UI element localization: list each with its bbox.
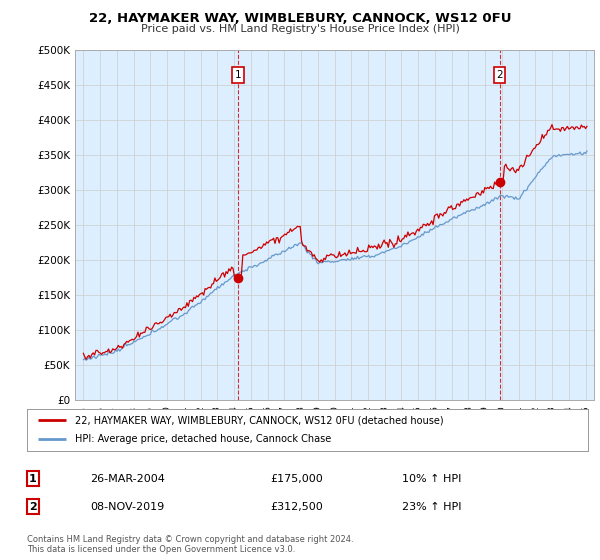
Text: Contains HM Land Registry data © Crown copyright and database right 2024.
This d: Contains HM Land Registry data © Crown c… — [27, 535, 353, 554]
Text: 2: 2 — [496, 70, 503, 80]
Text: 2: 2 — [29, 502, 37, 512]
Text: Price paid vs. HM Land Registry's House Price Index (HPI): Price paid vs. HM Land Registry's House … — [140, 24, 460, 34]
Text: 26-MAR-2004: 26-MAR-2004 — [90, 474, 165, 484]
Text: 1: 1 — [29, 474, 37, 484]
Text: 23% ↑ HPI: 23% ↑ HPI — [402, 502, 461, 512]
Text: £312,500: £312,500 — [270, 502, 323, 512]
Text: HPI: Average price, detached house, Cannock Chase: HPI: Average price, detached house, Cann… — [74, 435, 331, 445]
Text: 1: 1 — [235, 70, 241, 80]
Text: 10% ↑ HPI: 10% ↑ HPI — [402, 474, 461, 484]
Text: 08-NOV-2019: 08-NOV-2019 — [90, 502, 164, 512]
Text: 22, HAYMAKER WAY, WIMBLEBURY, CANNOCK, WS12 0FU (detached house): 22, HAYMAKER WAY, WIMBLEBURY, CANNOCK, W… — [74, 415, 443, 425]
Text: £175,000: £175,000 — [270, 474, 323, 484]
Text: 22, HAYMAKER WAY, WIMBLEBURY, CANNOCK, WS12 0FU: 22, HAYMAKER WAY, WIMBLEBURY, CANNOCK, W… — [89, 12, 511, 25]
